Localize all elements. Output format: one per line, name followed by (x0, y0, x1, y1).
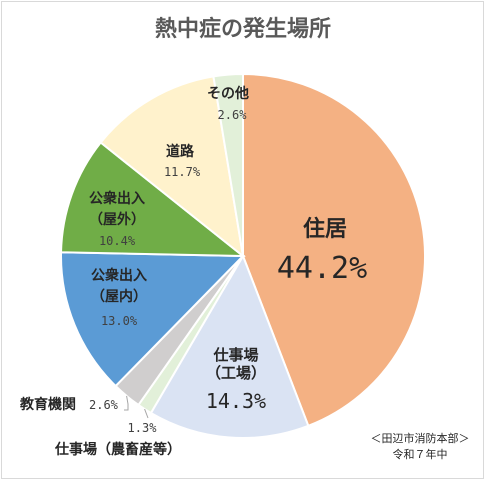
pie-slice-5 (60, 251, 246, 388)
slice-label-value-5: 13.0% (101, 314, 138, 328)
leader-line-4 (124, 395, 129, 411)
pie-slice-2 (149, 253, 310, 439)
slice-label-name-2a: 仕事場 (212, 346, 258, 364)
pie-slice-8 (212, 72, 244, 257)
slice-label-name-3: 仕事場（農畜産等） (54, 441, 181, 458)
source-note: ＜田辺市消防本部＞ 令和７年中 (371, 431, 470, 461)
slice-label-name-5b: （屋内） (91, 288, 147, 305)
slice-label-name-7: 道路 (166, 143, 195, 160)
data-labels: 住居 44.2% 仕事場（工場） 14.3% 1.3% 仕事場（農畜産等） 教育機関 2.6%… (20, 85, 367, 458)
slice-label-name-6a: 公衆出入 (89, 190, 145, 207)
slice-label-name-5a: 公衆出入 (91, 267, 147, 284)
slice-label-value-6: 10.4% (99, 234, 136, 248)
pie-slice-6 (60, 141, 246, 258)
slice-label-value-4: 2.6% (89, 398, 119, 412)
source-line-2: 令和７年中 (393, 447, 448, 461)
leader-lines (124, 395, 149, 419)
leader-line-3 (144, 408, 149, 419)
slice-label-name-6b: （屋外） (89, 211, 145, 228)
slice-label-value-1: 44.2% (277, 251, 367, 286)
slice-label-value-8: 2.6% (218, 108, 248, 122)
slice-label-value-3: 1.3% (128, 421, 158, 435)
slice-label-value-2: 14.3% (206, 389, 266, 413)
pie-slice-7 (99, 75, 245, 259)
pie-slice-1 (242, 72, 426, 428)
slice-label-name-4: 教育機関 (20, 396, 76, 413)
slice-label-name-2b: （工場） (206, 364, 266, 382)
chart-title: 熱中症の発生場所 (155, 16, 331, 42)
source-line-1: ＜田辺市消防本部＞ (371, 431, 470, 445)
pie-slices (60, 72, 426, 439)
slice-label-name-8: その他 (207, 85, 249, 102)
slice-label-value-7: 11.7% (164, 165, 201, 179)
slice-label-name-1: 住居 (303, 216, 347, 242)
